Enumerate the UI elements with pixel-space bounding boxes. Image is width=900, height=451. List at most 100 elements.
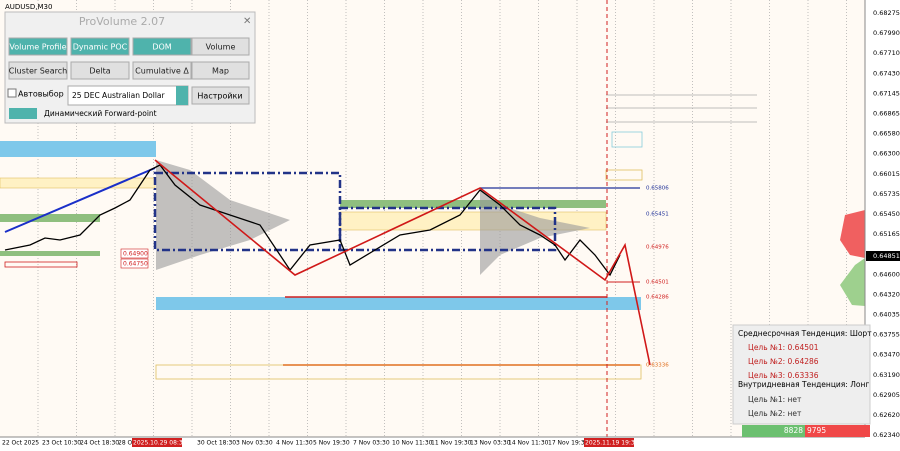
- target: Цель №2: нет: [748, 409, 802, 418]
- zone: [0, 251, 100, 256]
- zone: [4, 261, 78, 268]
- price-label: 0.65735: [873, 190, 900, 198]
- price-label: 0.64035: [873, 311, 900, 319]
- button-label: Volume Profile: [9, 43, 66, 52]
- target: Цель №1: 0.64501: [748, 343, 819, 352]
- buttons: Volume Profile Dynamic POC DOM Volume Cluste…: [8, 37, 250, 80]
- provolume-panel: ProVolume 2.07 ✕ Volume Profile Dynamic P…: [4, 11, 256, 124]
- button[interactable]: [8, 37, 68, 56]
- button-label: DOM: [152, 43, 171, 52]
- time-label: 11 Nov 19:30: [431, 440, 472, 447]
- close[interactable]: ✕: [243, 16, 251, 27]
- button[interactable]: [70, 37, 130, 56]
- target: Цель №1: нет: [748, 395, 802, 404]
- level-label: 0.64976: [646, 245, 669, 251]
- zone: [156, 297, 641, 310]
- time-marker: [132, 438, 182, 447]
- time-label: 23 Oct 10:30: [42, 440, 81, 447]
- price-label: 0.66015: [873, 170, 900, 178]
- button-label: Delta: [89, 67, 110, 76]
- button[interactable]: [132, 37, 192, 56]
- left-label-box: [120, 248, 149, 259]
- settings-label: Настройки: [197, 92, 242, 101]
- zone: [340, 200, 606, 208]
- left-label: 0.64900: [123, 251, 148, 258]
- time-label: 7 Nov 03:30: [353, 440, 390, 447]
- level-label: 0.64286: [646, 295, 669, 301]
- price-label: 0.65450: [873, 210, 900, 218]
- time-label: 2025.10.29 08:30: [133, 440, 187, 447]
- time-label: 5 Nov 19:30: [313, 440, 350, 447]
- dropdown-arrow[interactable]: [176, 86, 188, 105]
- info-bg: [732, 324, 871, 425]
- level-label: 0.63336: [646, 363, 669, 369]
- balance: 9795: [807, 426, 826, 435]
- time-label: 13 Nov 03:30: [470, 440, 511, 447]
- zone: [605, 169, 643, 181]
- balance-bar: [742, 425, 805, 437]
- volume-profile: [840, 210, 865, 258]
- button-label: Map: [212, 67, 229, 76]
- price-label: 0.62340: [873, 431, 900, 439]
- toggle[interactable]: [9, 108, 37, 119]
- range-box: [338, 206, 557, 252]
- price-label: 0.68275: [873, 9, 900, 17]
- dropdown-text: 25 DEC Australian Dollar: [72, 91, 166, 100]
- settings-button[interactable]: [191, 86, 250, 105]
- level-label: 0.64501: [646, 280, 669, 286]
- intraday-targets: Цель №1: нет Цель №2: нет: [748, 395, 802, 418]
- current-price-box: [866, 251, 900, 261]
- level-label: 0.65451: [646, 212, 669, 218]
- time-label: 28 O: [118, 440, 133, 447]
- price-label: 0.63755: [873, 331, 900, 339]
- price-label: 0.67990: [873, 29, 900, 37]
- price-label: 0.66300: [873, 150, 900, 158]
- checkbox[interactable]: [7, 88, 17, 98]
- price-axis: [865, 0, 900, 451]
- time-label: 14 Nov 11:30: [508, 440, 549, 447]
- button-label: Volume: [206, 43, 236, 52]
- button[interactable]: [132, 61, 192, 80]
- button[interactable]: [191, 37, 250, 56]
- zone: [0, 177, 156, 189]
- time-label: 3 Nov 03:30: [236, 440, 273, 447]
- button-label: Cluster Search: [9, 67, 67, 76]
- price-label: 0.67145: [873, 89, 900, 97]
- price-label: 0.62620: [873, 411, 900, 419]
- price-axis-labels: 0.68275 0.67990 0.67710 0.67430 0.67145 0.668…: [866, 9, 900, 439]
- current-price: 0.64851: [873, 252, 900, 260]
- price-label: 0.62905: [873, 391, 900, 399]
- price-label: 0.67710: [873, 49, 900, 57]
- target: Цель №2: 0.64286: [748, 357, 819, 366]
- price-label: 0.66865: [873, 110, 900, 118]
- level-labels: 0.65806 0.65451 0.64976 0.64501 0.64286 0.633…: [120, 186, 669, 369]
- time-label: 22 Oct 2025: [2, 440, 39, 447]
- price-label: 0.67430: [873, 69, 900, 77]
- price-label: 0.66580: [873, 130, 900, 138]
- left-label: 0.64750: [123, 261, 148, 268]
- zone: [0, 214, 100, 222]
- zigzag: [154, 159, 651, 366]
- volume-profile: [840, 258, 865, 306]
- mid-targets: Цель №1: 0.64501 Цель №2: 0.64286 Цель №3:…: [748, 343, 819, 380]
- checkbox-label: Автовыбор: [18, 90, 64, 99]
- price-line: [4, 164, 621, 277]
- left-label-box: [120, 258, 149, 269]
- time-label: 4 Nov 11:30: [276, 440, 313, 447]
- trend-line: [4, 167, 156, 233]
- intraday-trend: Внутридневная Тенденция: Лонг: [738, 380, 869, 389]
- price-label: 0.63190: [873, 371, 900, 379]
- button[interactable]: [191, 61, 250, 80]
- button[interactable]: [8, 61, 68, 80]
- time-label: 30 Oct 18:30: [197, 440, 236, 447]
- zone: [0, 141, 156, 157]
- button[interactable]: [70, 61, 130, 80]
- balance: 8828: [784, 426, 803, 435]
- time-label: 17 Nov 19:30: [548, 440, 589, 447]
- symbol: AUDUSD,M30: [5, 3, 52, 11]
- balance-bar: [805, 425, 870, 437]
- time-label: 2025.11.19 19:30: [585, 440, 639, 447]
- time-label: 24 Oct 18:30: [80, 440, 119, 447]
